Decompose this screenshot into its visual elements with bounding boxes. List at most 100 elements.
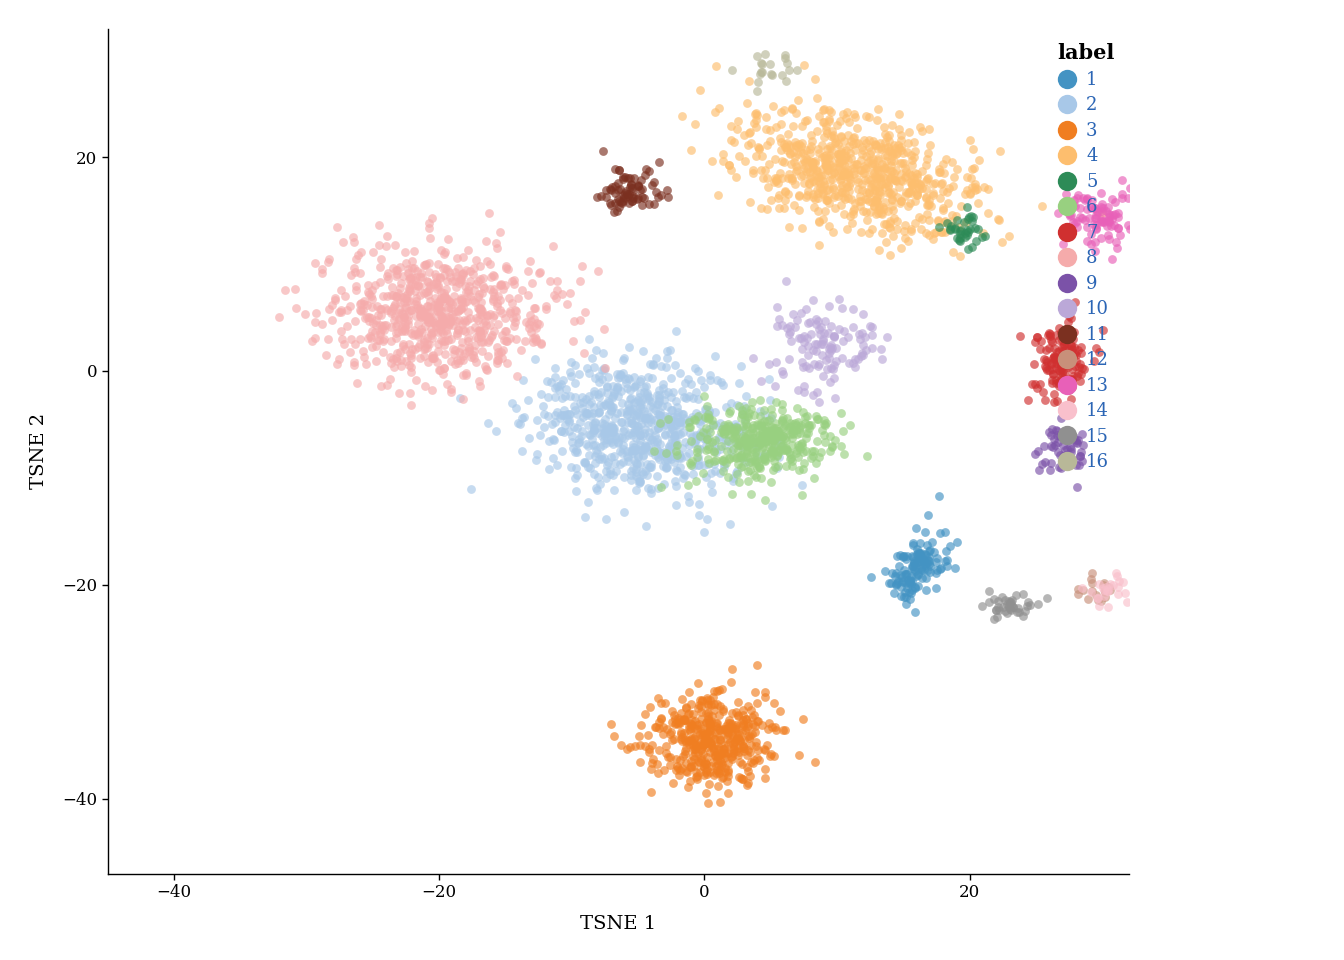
Point	[638, 196, 660, 211]
Point	[794, 415, 816, 430]
Point	[905, 166, 926, 181]
Point	[762, 431, 784, 446]
Point	[1015, 603, 1036, 618]
Point	[732, 127, 754, 142]
Point	[849, 163, 871, 179]
Point	[691, 705, 712, 720]
Point	[710, 747, 731, 762]
Point	[426, 298, 448, 313]
Point	[742, 165, 763, 180]
Point	[696, 432, 718, 447]
Point	[915, 174, 937, 189]
Point	[899, 183, 921, 199]
Point	[499, 303, 520, 319]
Point	[530, 387, 551, 402]
Point	[384, 297, 406, 312]
Point	[607, 194, 629, 209]
Point	[852, 147, 874, 162]
Point	[659, 414, 680, 429]
Point	[519, 307, 540, 323]
Point	[1055, 427, 1077, 443]
Point	[860, 569, 882, 585]
Point	[888, 574, 910, 589]
Point	[469, 323, 491, 338]
Point	[1106, 568, 1128, 584]
Point	[433, 268, 454, 283]
Point	[409, 350, 430, 366]
Point	[720, 435, 742, 450]
Point	[738, 406, 759, 421]
Point	[655, 426, 676, 442]
Point	[715, 437, 737, 452]
Point	[668, 414, 689, 429]
Point	[914, 558, 935, 573]
Point	[828, 147, 849, 162]
Point	[672, 760, 694, 776]
Point	[708, 765, 730, 780]
Point	[551, 423, 573, 439]
Point	[595, 189, 617, 204]
Point	[789, 136, 810, 152]
Point	[587, 264, 609, 279]
Point	[888, 558, 910, 573]
Point	[918, 170, 939, 185]
Point	[398, 303, 419, 319]
Point	[1067, 342, 1089, 357]
Point	[660, 425, 681, 441]
Point	[762, 429, 784, 444]
Point	[620, 444, 641, 459]
Point	[573, 454, 594, 469]
Point	[512, 411, 534, 426]
Point	[607, 388, 629, 403]
Point	[918, 553, 939, 568]
Point	[1012, 608, 1034, 623]
Point	[823, 362, 844, 377]
Point	[896, 145, 918, 160]
Point	[1093, 582, 1114, 597]
Point	[575, 436, 597, 451]
Point	[429, 300, 450, 315]
Point	[954, 225, 976, 240]
Point	[406, 290, 427, 305]
Point	[532, 406, 554, 421]
Point	[754, 46, 775, 61]
Point	[696, 765, 718, 780]
Point	[754, 684, 775, 700]
Point	[665, 449, 687, 465]
Point	[452, 323, 473, 338]
Point	[818, 428, 840, 444]
Point	[848, 181, 870, 197]
Point	[781, 425, 802, 441]
Point	[331, 331, 352, 347]
Point	[735, 722, 757, 737]
Point	[821, 143, 843, 158]
Point	[429, 294, 450, 309]
Point	[695, 438, 716, 453]
Point	[782, 421, 804, 437]
Point	[786, 163, 808, 179]
Point	[362, 300, 383, 315]
Point	[814, 313, 836, 328]
Point	[882, 199, 903, 214]
Point	[747, 658, 769, 673]
Point	[441, 331, 462, 347]
Point	[646, 420, 668, 436]
Point	[496, 333, 517, 348]
Point	[628, 179, 649, 194]
Point	[692, 746, 714, 761]
Point	[894, 224, 915, 239]
Point	[767, 423, 789, 439]
Point	[827, 117, 848, 132]
Point	[1060, 207, 1082, 223]
Point	[628, 393, 649, 408]
Point	[513, 333, 535, 348]
Point	[933, 165, 954, 180]
Point	[882, 118, 903, 133]
Point	[831, 163, 852, 179]
Point	[1048, 378, 1070, 394]
Point	[395, 324, 417, 339]
Point	[742, 431, 763, 446]
Point	[409, 302, 430, 318]
Point	[692, 524, 714, 540]
Point	[788, 330, 809, 346]
